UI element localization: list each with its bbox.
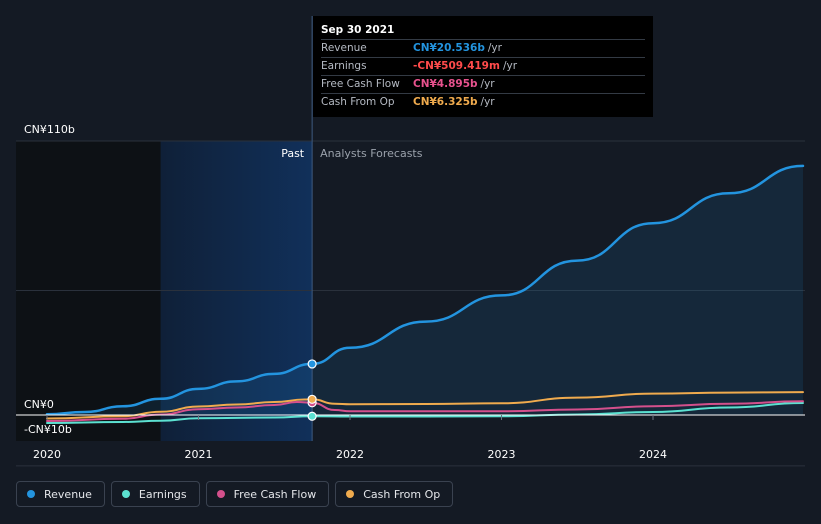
earnings-line xyxy=(46,402,804,424)
cash-from-op-line xyxy=(46,391,804,420)
y-tick-label: CN¥110b xyxy=(24,123,75,136)
legend-dot-icon xyxy=(121,490,130,498)
x-tick-label: 2024 xyxy=(639,448,667,461)
y-tick-label: CN¥0 xyxy=(24,398,54,411)
legend-label: Earnings xyxy=(138,487,187,501)
x-axis-tick-labels: 2020 2021 2022 2023 2024 xyxy=(33,415,667,461)
legend-dot-icon xyxy=(216,490,225,498)
tooltip-label: Earnings xyxy=(321,60,367,72)
tooltip-unit: /yr xyxy=(487,42,502,54)
y-axis-tick-labels: CN¥110b CN¥0 -CN¥10b xyxy=(24,123,75,436)
legend-dot-icon xyxy=(27,490,35,498)
y-tick-label: -CN¥10b xyxy=(24,423,72,436)
x-tick-label: 2020 xyxy=(33,448,61,461)
legend-item-revenue[interactable]: Revenue xyxy=(16,481,105,507)
tooltip-row-free-cash-flow: Free Cash Flow CN¥4.895b /yr xyxy=(321,75,645,93)
tooltip-unit: /yr xyxy=(480,96,495,108)
tooltip-unit: /yr xyxy=(502,60,518,72)
area-layer xyxy=(47,165,803,415)
legend-dot-icon xyxy=(346,490,355,498)
free-cash-flow-line xyxy=(46,400,804,422)
tooltip-value: CN¥6.325b xyxy=(413,96,478,108)
legend-item-free-cash-flow[interactable]: Free Cash Flow xyxy=(205,481,330,507)
tooltip-label: Free Cash Flow xyxy=(321,78,400,90)
tooltip-label: Cash From Op xyxy=(321,96,395,108)
tooltip-label: Revenue xyxy=(321,42,367,54)
x-tick-label: 2021 xyxy=(185,448,213,461)
legend-item-cash-from-op[interactable]: Cash From Op xyxy=(335,481,454,507)
x-tick-label: 2023 xyxy=(488,448,516,461)
tooltip-date: Sep 30 2021 xyxy=(321,24,395,36)
legend-label: Free Cash Flow xyxy=(233,487,317,501)
tooltip-row-earnings: Earnings -CN¥509.419m /yr xyxy=(321,57,645,75)
revenue-area xyxy=(47,165,803,415)
series-lines xyxy=(45,164,805,424)
chart-legend: Revenue Earnings Free Cash Flow Cash Fro… xyxy=(16,481,454,507)
x-tick-label: 2022 xyxy=(336,448,364,461)
cash-from-op-marker xyxy=(307,394,317,404)
earnings-marker xyxy=(307,411,317,421)
hover-markers xyxy=(307,359,317,421)
tooltip-row-revenue: Revenue CN¥20.536b /yr xyxy=(321,39,645,57)
tooltip-unit: /yr xyxy=(480,78,495,90)
tooltip-value: CN¥4.895b xyxy=(413,78,478,90)
tooltip-value: -CN¥509.419m xyxy=(413,60,500,72)
past-label: Past xyxy=(281,147,305,160)
revenue-line xyxy=(45,164,805,416)
grid-lines xyxy=(16,140,805,467)
tooltip-value: CN¥20.536b xyxy=(413,42,485,54)
tooltip-row-cash-from-op: Cash From Op CN¥6.325b /yr xyxy=(321,93,645,111)
forecast-label: Analysts Forecasts xyxy=(320,147,423,160)
data-tooltip: Sep 30 2021 Revenue CN¥20.536b /yr Earni… xyxy=(313,16,653,117)
revenue-marker xyxy=(307,359,317,369)
legend-item-earnings[interactable]: Earnings xyxy=(110,481,200,507)
legend-label: Cash From Op xyxy=(363,487,441,501)
legend-label: Revenue xyxy=(44,487,92,501)
